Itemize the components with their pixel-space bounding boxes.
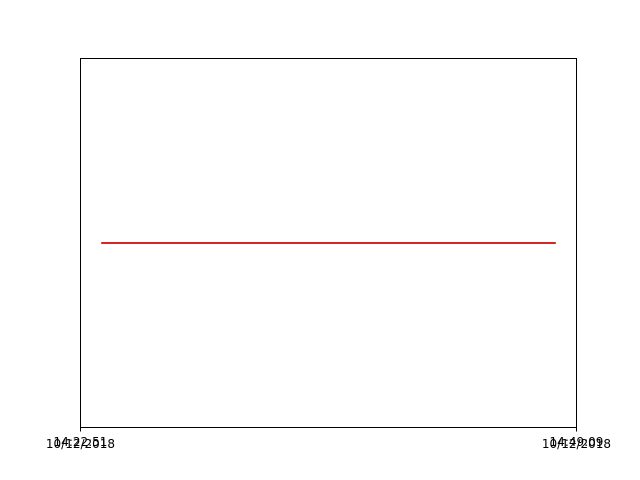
- x-tick-label-time: 14:22:51: [54, 435, 108, 449]
- x-tick-label-time: 14:49:09: [550, 435, 604, 449]
- x-tick-label-date: 10/12/2018: [542, 437, 611, 451]
- x-tick-label-date: 10/12/2018: [46, 437, 115, 451]
